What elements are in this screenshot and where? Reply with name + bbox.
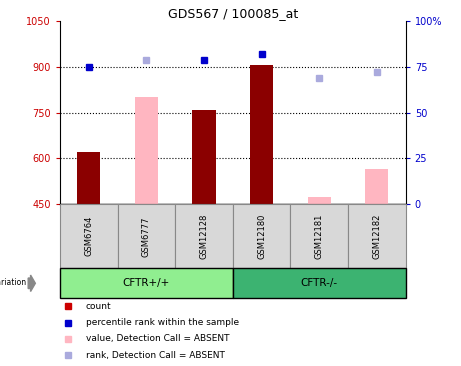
Bar	[60, 204, 118, 268]
Bar	[118, 204, 175, 268]
Text: value, Detection Call = ABSENT: value, Detection Call = ABSENT	[86, 335, 230, 343]
Bar	[250, 66, 273, 204]
Bar	[193, 110, 216, 204]
Text: rank, Detection Call = ABSENT: rank, Detection Call = ABSENT	[86, 351, 225, 360]
Text: CFTR-/-: CFTR-/-	[301, 278, 338, 288]
FancyArrow shape	[28, 275, 35, 292]
Text: GSM12128: GSM12128	[200, 214, 208, 259]
Bar	[290, 204, 348, 268]
Text: GSM12182: GSM12182	[372, 214, 381, 259]
Bar	[233, 268, 406, 298]
Bar	[233, 204, 290, 268]
Text: GSM6764: GSM6764	[84, 216, 93, 257]
Text: GSM12181: GSM12181	[315, 214, 324, 259]
Text: GSM6777: GSM6777	[142, 216, 151, 257]
Bar	[60, 268, 233, 298]
Text: count: count	[86, 302, 112, 311]
Title: GDS567 / 100085_at: GDS567 / 100085_at	[168, 7, 298, 20]
Text: GSM12180: GSM12180	[257, 214, 266, 259]
Bar	[135, 97, 158, 204]
Text: percentile rank within the sample: percentile rank within the sample	[86, 318, 239, 327]
Bar	[348, 204, 406, 268]
Text: genotype/variation: genotype/variation	[0, 278, 27, 287]
Bar	[77, 152, 100, 204]
Text: CFTR+/+: CFTR+/+	[123, 278, 170, 288]
Bar	[175, 204, 233, 268]
Bar	[365, 169, 388, 204]
Bar	[308, 197, 331, 204]
